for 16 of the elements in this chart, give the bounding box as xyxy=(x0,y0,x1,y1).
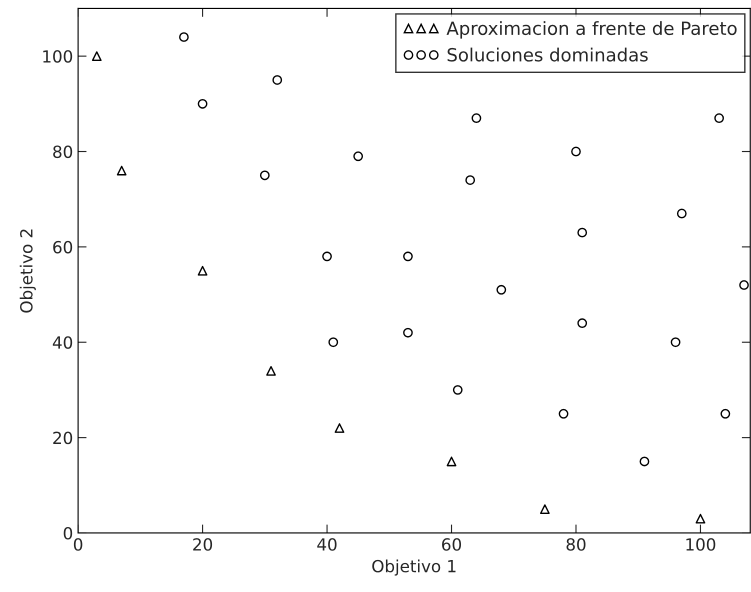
y-tick-label: 40 xyxy=(52,336,72,349)
x-axis-title: Objetivo 1 xyxy=(372,560,456,576)
y-tick-label: 80 xyxy=(53,145,72,158)
y-tick-label: 100 xyxy=(43,50,72,63)
x-tick-label: 0 xyxy=(74,538,82,551)
x-tick-label: 100 xyxy=(686,538,716,551)
x-tick-label: 80 xyxy=(566,538,586,551)
y-axis-title: Objetivo 2 xyxy=(20,230,36,313)
y-tick-label: 0 xyxy=(64,526,72,540)
x-tick-label: 20 xyxy=(193,538,212,551)
x-tick-label: 60 xyxy=(442,538,462,551)
x-tick-label: 40 xyxy=(317,538,337,551)
legend-label: Soluciones dominadas xyxy=(448,48,648,62)
legend-label: Aproximacion a frente de Pareto xyxy=(446,21,737,39)
y-tick-label: 60 xyxy=(53,240,72,254)
y-tick-label: 20 xyxy=(53,432,72,444)
